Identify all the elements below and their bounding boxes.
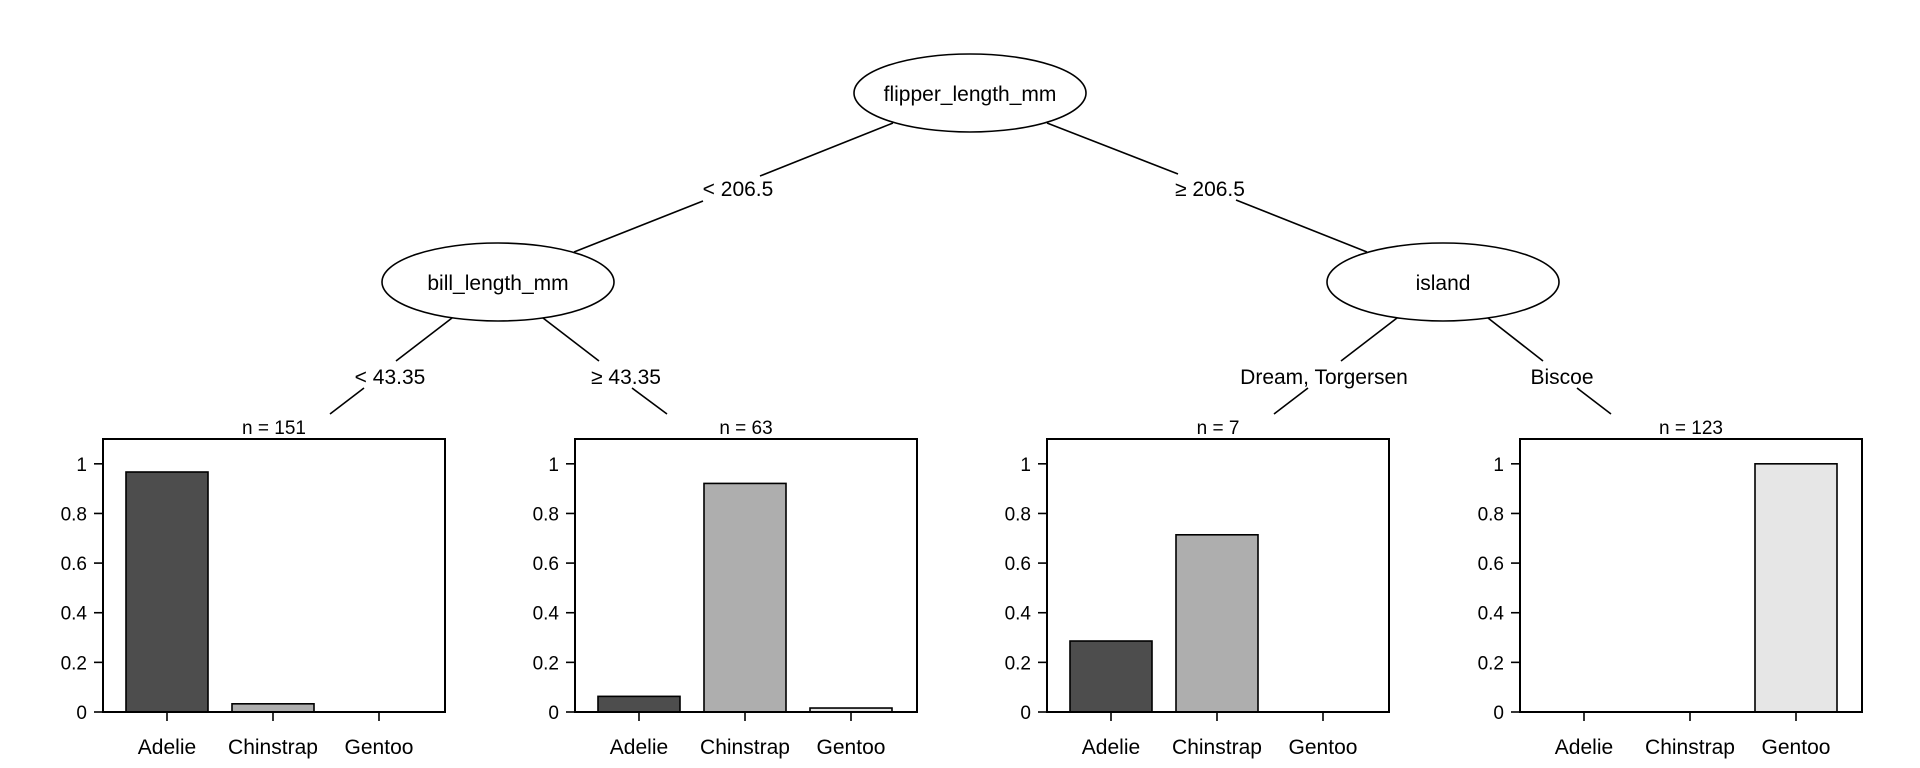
y-tick-label: 1 [76, 455, 87, 476]
y-tick-label: 0 [548, 703, 559, 724]
edge-label-right-right: Biscoe [1530, 366, 1593, 389]
x-category-label: Adelie [1555, 736, 1613, 759]
y-tick-label: 0.2 [533, 653, 559, 674]
y-tick-label: 0.2 [61, 653, 87, 674]
y-tick-label: 0.4 [61, 604, 88, 625]
node-right-label: island [1416, 272, 1471, 295]
edge-label-left-right: ≥ 43.35 [591, 366, 661, 389]
edge-line-right-left-lower [1273, 387, 1309, 415]
y-tick-label: 0.2 [1005, 653, 1031, 674]
node-root-label: flipper_length_mm [884, 83, 1057, 106]
leaf-panel: n = 123 0 0.2 0.4 0.6 0.8 1 Adelie Chinstrap Gent… [1478, 418, 1863, 759]
leaf-n-label: n = 63 [719, 418, 772, 439]
y-tick-label: 0.4 [1005, 604, 1032, 625]
node-left: bill_length_mm [381, 242, 615, 322]
bar-adelie [1069, 640, 1153, 713]
node-left-ellipse [381, 242, 615, 322]
bar-adelie [125, 471, 209, 713]
y-tick-label: 0.6 [533, 554, 559, 575]
leaf-panel: n = 63 0 0.2 0.4 0.6 0.8 1 Adelie Chinstrap Gento… [533, 418, 918, 759]
leaf-n-label: n = 7 [1197, 418, 1240, 439]
x-category-label: Adelie [1082, 736, 1140, 759]
bar-adelie [597, 695, 681, 713]
y-tick-label: 0.8 [533, 504, 559, 525]
edge-line-left-left [395, 317, 453, 362]
edge-label-root-right: ≥ 206.5 [1175, 178, 1245, 201]
leaf-panel-frame [1046, 438, 1390, 713]
y-tick-label: 1 [548, 455, 559, 476]
y-tick-label: 0.8 [1478, 504, 1504, 525]
bar-chinstrap [703, 482, 787, 713]
bar-chinstrap [231, 703, 315, 713]
y-tick-label: 0.2 [1478, 653, 1504, 674]
x-category-label: Gentoo [1289, 736, 1358, 759]
leaf-panel: n = 151 0 0.2 0.4 0.6 0.8 1 Adelie Chinstrap Gent… [61, 418, 446, 759]
y-tick-label: 0.6 [1478, 554, 1504, 575]
leaf-n-label: n = 123 [1659, 418, 1723, 439]
x-category-label: Gentoo [1762, 736, 1831, 759]
bar-chinstrap [1175, 533, 1259, 713]
node-left-label: bill_length_mm [427, 272, 568, 295]
edge-line-right-right [1487, 317, 1544, 362]
leaf-panel-frame [574, 438, 918, 713]
y-tick-label: 0.6 [1005, 554, 1031, 575]
leaf-panel: n = 7 0 0.2 0.4 0.6 0.8 1 Adelie Chinstrap Gentoo [1005, 418, 1390, 759]
edge-label-right-left: Dream, Torgersen [1240, 366, 1408, 389]
edge-line-root-right-lower [1235, 199, 1368, 253]
leaf-panel-frame [102, 438, 446, 713]
y-tick-label: 1 [1493, 455, 1504, 476]
edge-line-root-left [759, 122, 894, 177]
node-right-ellipse [1326, 242, 1560, 322]
y-tick-label: 0 [76, 703, 87, 724]
y-tick-label: 0.4 [533, 604, 560, 625]
y-tick-label: 0.4 [1478, 604, 1505, 625]
y-tick-label: 0.8 [1005, 504, 1031, 525]
edge-line-left-right-lower [631, 387, 668, 415]
edge-line-left-left-lower [329, 387, 365, 415]
edge-line-right-left [1340, 317, 1398, 362]
node-root-ellipse [853, 53, 1087, 133]
leaf-panels: n = 151 0 0.2 0.4 0.6 0.8 1 Adelie Chinstrap Gent… [61, 418, 1863, 759]
x-category-label: Gentoo [345, 736, 414, 759]
edge-label-root-left: < 206.5 [703, 178, 774, 201]
y-tick-label: 1 [1020, 455, 1031, 476]
y-tick-label: 0 [1493, 703, 1504, 724]
x-category-label: Adelie [610, 736, 668, 759]
node-root: flipper_length_mm [853, 53, 1087, 133]
edge-line-root-right [1046, 122, 1179, 175]
x-category-label: Gentoo [817, 736, 886, 759]
edge-line-root-left-lower [573, 200, 704, 253]
x-category-label: Chinstrap [228, 736, 318, 759]
node-right: island [1326, 242, 1560, 322]
leaf-n-label: n = 151 [242, 418, 306, 439]
edge-line-left-right [542, 317, 600, 362]
x-category-label: Chinstrap [1645, 736, 1735, 759]
y-tick-label: 0.8 [61, 504, 87, 525]
y-tick-label: 0.6 [61, 554, 87, 575]
y-tick-label: 0 [1020, 703, 1031, 724]
edge-line-right-right-lower [1576, 387, 1612, 415]
edge-label-left-left: < 43.35 [355, 366, 426, 389]
x-category-label: Chinstrap [1172, 736, 1262, 759]
leaf-panel-frame [1519, 438, 1863, 713]
bar-gentoo [1754, 463, 1838, 713]
x-category-label: Adelie [138, 736, 196, 759]
x-category-label: Chinstrap [700, 736, 790, 759]
